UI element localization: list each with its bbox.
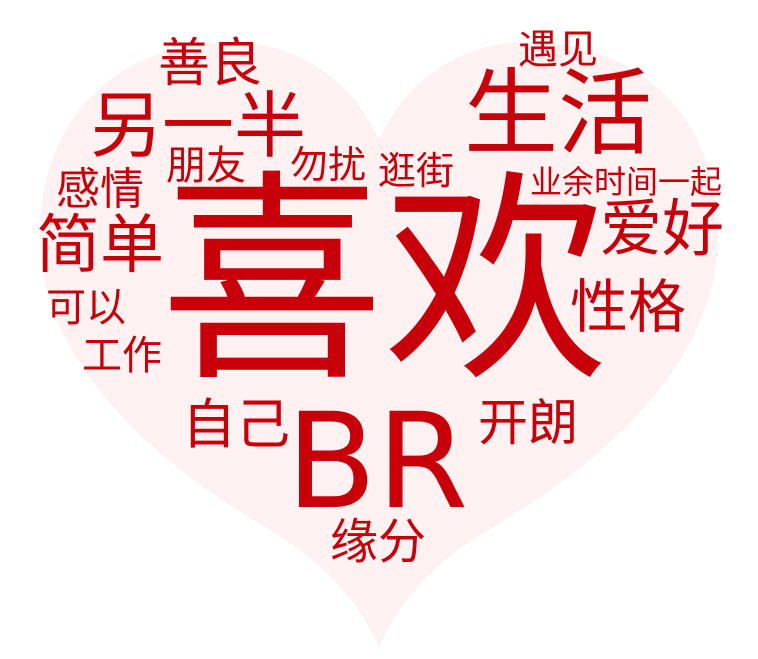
word-ganqing: 感情 [56, 164, 144, 215]
word-yeyu: 业余时间一起 [530, 163, 723, 201]
word-shanliang: 善良 [158, 34, 263, 94]
word-jiandan: 简单 [36, 209, 164, 283]
word-guangjie: 逛街 [378, 149, 455, 193]
word-gongzuo: 工作 [82, 333, 162, 379]
word-aihao: 爱好 [600, 192, 725, 265]
heart-background [40, 41, 718, 649]
word-br: BR [286, 385, 469, 539]
word-keyi: 可以 [46, 285, 126, 331]
word-shenghuo: 生活 [464, 60, 653, 169]
word-lingyiban: 另一半 [90, 84, 307, 168]
word-yujian: 遇见 [518, 27, 598, 73]
word-wurao: 勿扰 [290, 143, 367, 187]
word-xingge: 性格 [570, 273, 687, 341]
word-kailang: 开朗 [478, 394, 578, 452]
word-pengyou: 朋友 [166, 143, 246, 189]
word-yuanfen: 缘分 [330, 514, 427, 570]
word-xihuan: 喜欢 [160, 151, 608, 412]
word-ziji: 自己 [182, 393, 290, 456]
